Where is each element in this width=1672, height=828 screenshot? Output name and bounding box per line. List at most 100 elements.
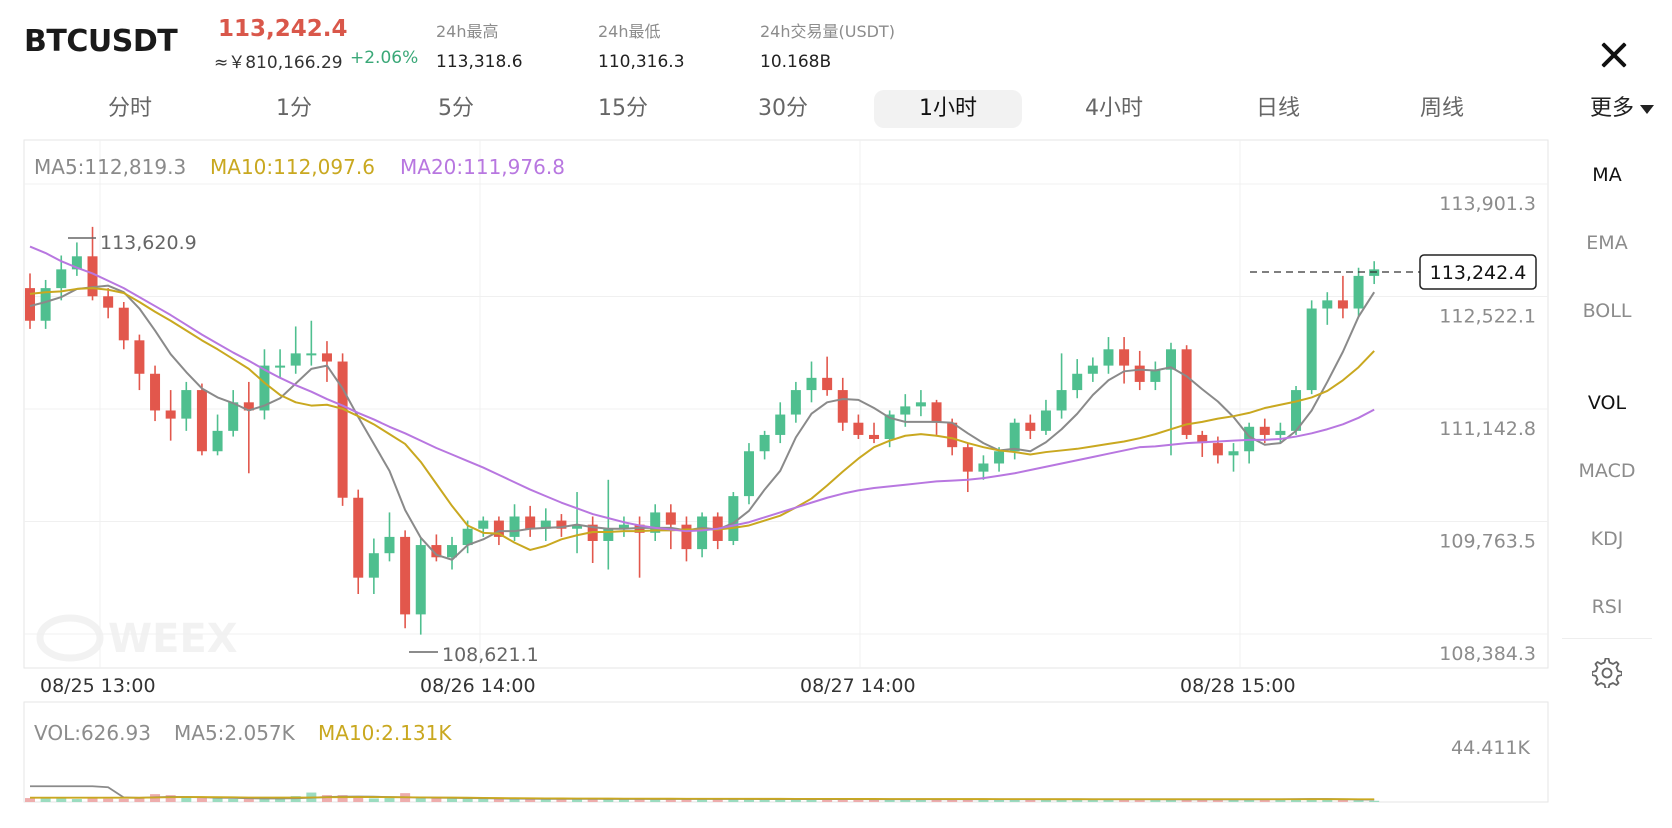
- volume-bar: [853, 799, 864, 802]
- candle-body: [915, 402, 926, 407]
- volume-bar: [87, 798, 98, 802]
- volume-bar: [931, 799, 942, 802]
- time-axis-label: 08/26 14:00: [420, 675, 536, 697]
- tab-timeframe[interactable]: 5分: [438, 96, 474, 121]
- vol-ma10-legend: MA10:2.131K: [318, 721, 452, 745]
- high-marker-label: 113,620.9: [100, 232, 197, 254]
- candle-body: [384, 536, 395, 554]
- symbol-title[interactable]: BTCUSDT: [24, 24, 178, 59]
- candle-body: [1181, 349, 1192, 435]
- ma-lines-layer: [29, 245, 1376, 561]
- volume-bar: [1353, 800, 1364, 802]
- candle-body: [978, 463, 989, 472]
- candle-body: [900, 406, 911, 415]
- gear-icon[interactable]: [1592, 658, 1622, 688]
- stat-label: 24h最高: [436, 22, 499, 41]
- volume-bar: [56, 798, 67, 802]
- tab-more[interactable]: 更多: [1574, 90, 1670, 128]
- price-axis-label: 112,522.1: [1439, 306, 1536, 328]
- tab-timeframe[interactable]: 30分: [758, 96, 808, 121]
- volume-bar: [493, 798, 504, 802]
- vol-legend: VOL:626.93: [34, 721, 151, 745]
- vol-ma5-legend: MA5:2.057K: [174, 721, 296, 745]
- candle-body: [1259, 426, 1270, 435]
- candle-body: [1228, 451, 1239, 456]
- candle-body: [869, 434, 880, 440]
- indicator-vol[interactable]: VOL: [1587, 392, 1627, 414]
- tab-timeframe[interactable]: 日线: [1255, 96, 1300, 121]
- volume-bar: [1119, 799, 1130, 802]
- candle-body: [165, 410, 176, 419]
- stat-value: 110,316.3: [598, 52, 685, 72]
- volume-bar: [415, 798, 426, 802]
- tab-timeframe[interactable]: 周线: [1419, 96, 1464, 121]
- volume-bar: [462, 797, 473, 802]
- candle-body: [56, 269, 67, 289]
- stat-24h-high: 24h最高 113,318.6: [436, 18, 523, 72]
- change-percent: +2.06%: [350, 48, 419, 68]
- candle-body: [478, 520, 489, 529]
- volume-bar: [759, 799, 770, 802]
- tab-timeframe-active[interactable]: 1小时: [874, 90, 1022, 128]
- time-axis-label: 08/25 13:00: [40, 675, 156, 697]
- candles-layer: [25, 226, 1380, 635]
- candle-body: [1291, 390, 1302, 431]
- stat-24h-low: 24h最低 110,316.3: [598, 18, 685, 72]
- last-price: 113,242.4: [218, 16, 348, 42]
- candle-body: [1322, 300, 1333, 309]
- candle-body: [40, 288, 51, 321]
- indicator-ema[interactable]: EMA: [1586, 232, 1628, 254]
- candle-body: [87, 256, 98, 297]
- axes-layer: 113,901.3 112,522.1 111,142.8 109,763.5 108,…: [40, 193, 1536, 697]
- indicator-ma[interactable]: MA: [1592, 164, 1622, 186]
- candle-body: [1040, 410, 1051, 431]
- candle-body: [275, 365, 286, 368]
- volume-bar: [103, 798, 114, 802]
- volume-bar: [1197, 799, 1208, 802]
- candle-body: [681, 524, 692, 550]
- candle-body: [947, 422, 958, 448]
- price-axis-label: 111,142.8: [1439, 418, 1536, 440]
- candle-body: [118, 307, 129, 341]
- volume-bar: [259, 798, 270, 802]
- candle-body: [837, 390, 848, 423]
- volume-bar: [869, 799, 880, 802]
- volume-bar: [1369, 800, 1380, 802]
- volume-bar: [447, 797, 458, 802]
- volume-bar: [994, 799, 1005, 802]
- tab-timeframe[interactable]: 分时: [107, 96, 152, 121]
- volume-bar: [1291, 799, 1302, 802]
- tab-timeframe[interactable]: 1分: [276, 96, 312, 121]
- indicator-macd[interactable]: MACD: [1578, 460, 1636, 482]
- caret-down-icon: [1640, 104, 1654, 114]
- volume-bar: [1244, 799, 1255, 802]
- volume-bar: [368, 798, 379, 802]
- volume-panel-border: [23, 701, 1549, 803]
- indicator-rsi[interactable]: RSI: [1591, 596, 1623, 618]
- volume-bar: [384, 798, 395, 802]
- indicator-boll[interactable]: BOLL: [1582, 300, 1632, 322]
- volume-bar: [321, 795, 332, 802]
- indicator-kdj[interactable]: KDJ: [1590, 528, 1624, 550]
- ticker-header: BTCUSDT 113,242.4 ≈￥810,166.29 +2.06% 24…: [0, 0, 1672, 88]
- volume-bar: [915, 799, 926, 802]
- candle-body: [1103, 349, 1114, 366]
- volume-bar: [618, 799, 629, 802]
- tab-timeframe[interactable]: 4小时: [1085, 96, 1143, 121]
- volume-bar: [1212, 799, 1223, 802]
- volume-bar: [1025, 799, 1036, 802]
- volume-bar: [25, 798, 35, 802]
- candle-body: [431, 545, 442, 558]
- candle-body: [1306, 308, 1317, 391]
- stat-24h-volume: 24h交易量(USDT) 10.168B: [760, 18, 895, 72]
- ma10-legend: MA10:112,097.6: [210, 155, 375, 179]
- candle-body: [1275, 430, 1286, 435]
- volume-bar: [353, 796, 364, 802]
- candle-body: [1025, 422, 1036, 431]
- volume-bar: [212, 798, 223, 802]
- tab-timeframe[interactable]: 15分: [598, 96, 648, 121]
- volume-bar: [884, 799, 895, 802]
- candle-body: [337, 361, 348, 498]
- vol_ma10-line: [30, 796, 1375, 801]
